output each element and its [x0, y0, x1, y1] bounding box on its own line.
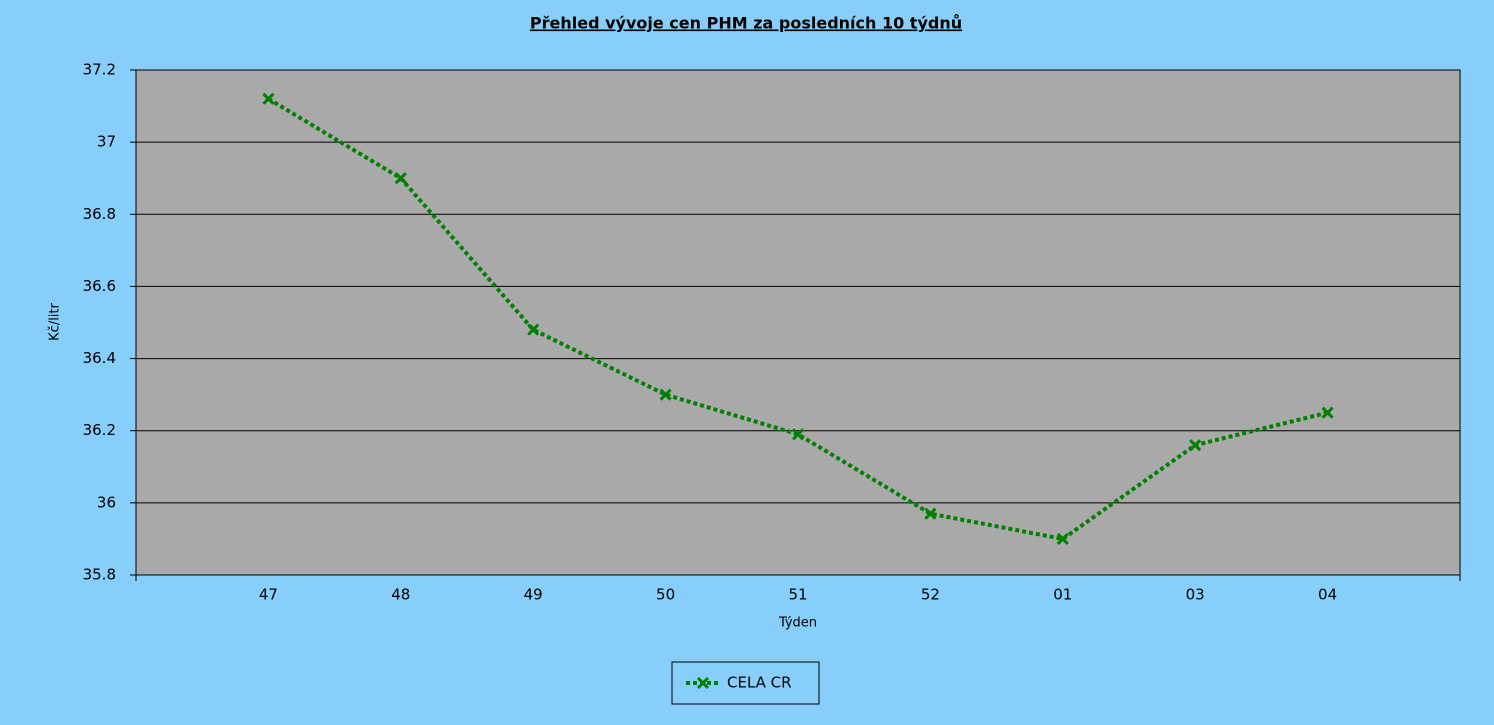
- y-tick-label: 36.4: [83, 349, 116, 367]
- y-tick-label: 36: [97, 493, 116, 511]
- y-tick-label: 35.8: [83, 566, 116, 584]
- chart-title: Přehled vývoje cen PHM za posledních 10 …: [530, 14, 962, 33]
- y-tick-label: 36.2: [83, 421, 116, 439]
- x-tick-label: 50: [656, 586, 675, 604]
- point-marker: [791, 428, 805, 441]
- point-marker: [394, 172, 407, 185]
- x-tick-label: 48: [391, 586, 410, 604]
- y-tick-label: 36.6: [83, 277, 116, 295]
- y-tick-label: 36.8: [83, 205, 116, 223]
- y-axis-label: Kč/litr: [48, 302, 63, 340]
- point-marker: [262, 92, 275, 105]
- y-tick-label: 37.2: [83, 61, 116, 79]
- legend-label: CELA CR: [727, 674, 792, 692]
- x-tick-label: 51: [788, 586, 807, 604]
- point-marker: [659, 388, 672, 401]
- x-tick-label: 04: [1318, 586, 1337, 604]
- x-tick-label: 47: [259, 586, 278, 604]
- x-tick-label: 52: [921, 586, 940, 604]
- series-line: [267, 97, 1329, 542]
- x-tick-label: 01: [1053, 586, 1072, 604]
- y-tick-label: 37: [97, 133, 116, 151]
- legend-marker: [696, 676, 710, 690]
- point-marker: [1189, 439, 1202, 452]
- x-axis-label: Týden: [778, 616, 817, 631]
- point-marker: [1056, 532, 1069, 545]
- x-tick-label: 49: [524, 586, 543, 604]
- point-marker: [924, 507, 937, 520]
- point-marker: [527, 323, 540, 336]
- x-tick-label: 03: [1186, 586, 1205, 604]
- plot-area: [135, 69, 1461, 576]
- point-marker: [1321, 406, 1334, 419]
- legend-box: [671, 661, 820, 705]
